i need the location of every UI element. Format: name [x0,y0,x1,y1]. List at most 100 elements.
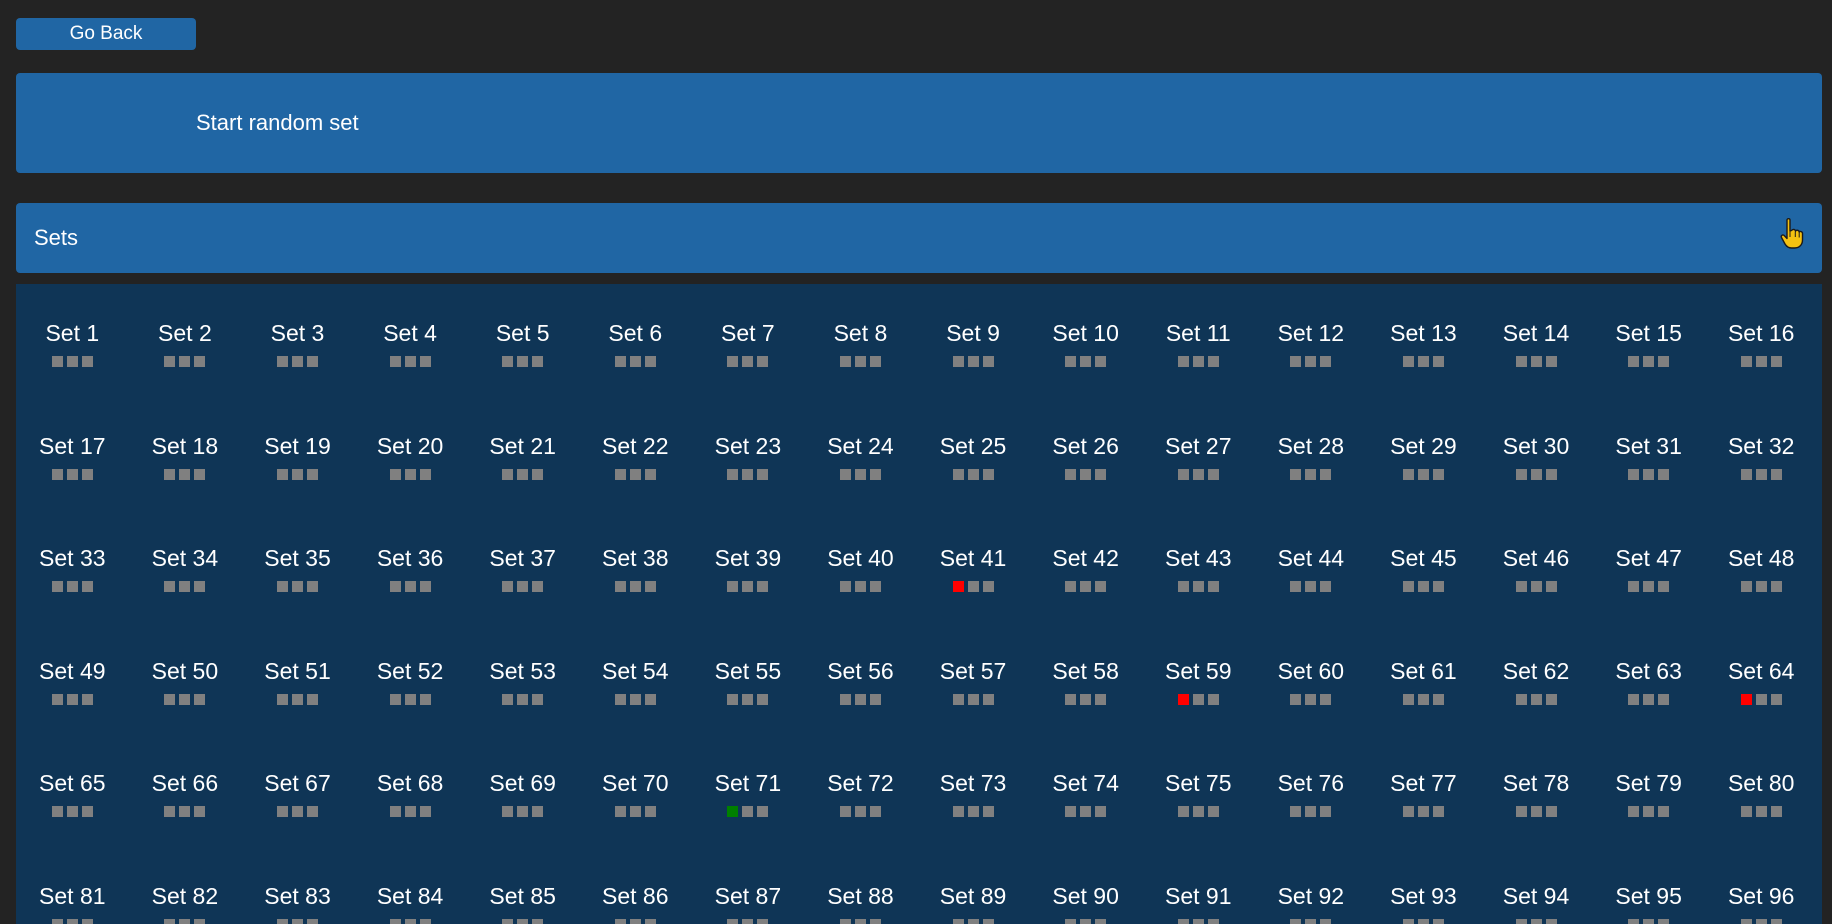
set-item[interactable]: Set 28 [1255,397,1368,510]
set-item[interactable]: Set 46 [1480,509,1593,622]
set-item[interactable]: Set 69 [466,734,579,847]
set-item[interactable]: Set 85 [466,847,579,924]
set-item[interactable]: Set 38 [579,509,692,622]
set-item[interactable]: Set 52 [354,622,467,735]
set-item[interactable]: Set 73 [917,734,1030,847]
set-item[interactable]: Set 40 [804,509,917,622]
set-item[interactable]: Set 79 [1592,734,1705,847]
set-item[interactable]: Set 23 [692,397,805,510]
set-item[interactable]: Set 72 [804,734,917,847]
set-item[interactable]: Set 84 [354,847,467,924]
set-item[interactable]: Set 51 [241,622,354,735]
set-item[interactable]: Set 87 [692,847,805,924]
set-item[interactable]: Set 54 [579,622,692,735]
set-item[interactable]: Set 21 [466,397,579,510]
set-item[interactable]: Set 13 [1367,284,1480,397]
set-item[interactable]: Set 71 [692,734,805,847]
set-item[interactable]: Set 43 [1142,509,1255,622]
set-item[interactable]: Set 96 [1705,847,1818,924]
set-item[interactable]: Set 1 [16,284,129,397]
set-item[interactable]: Set 15 [1592,284,1705,397]
set-item[interactable]: Set 10 [1029,284,1142,397]
set-item[interactable]: Set 50 [129,622,242,735]
set-item[interactable]: Set 47 [1592,509,1705,622]
set-item[interactable]: Set 59 [1142,622,1255,735]
set-item[interactable]: Set 4 [354,284,467,397]
set-item[interactable]: Set 95 [1592,847,1705,924]
set-item[interactable]: Set 93 [1367,847,1480,924]
set-item[interactable]: Set 86 [579,847,692,924]
set-progress-indicators [164,581,205,592]
start-random-set-button[interactable]: Start random set [16,73,1822,173]
set-item[interactable]: Set 63 [1592,622,1705,735]
set-item[interactable]: Set 53 [466,622,579,735]
set-item[interactable]: Set 20 [354,397,467,510]
set-item[interactable]: Set 18 [129,397,242,510]
set-item[interactable]: Set 65 [16,734,129,847]
set-item[interactable]: Set 5 [466,284,579,397]
set-item[interactable]: Set 90 [1029,847,1142,924]
set-item[interactable]: Set 49 [16,622,129,735]
set-item[interactable]: Set 30 [1480,397,1593,510]
set-item[interactable]: Set 14 [1480,284,1593,397]
set-item[interactable]: Set 32 [1705,397,1818,510]
set-item[interactable]: Set 94 [1480,847,1593,924]
set-item[interactable]: Set 88 [804,847,917,924]
set-item[interactable]: Set 67 [241,734,354,847]
set-item[interactable]: Set 29 [1367,397,1480,510]
set-item[interactable]: Set 60 [1255,622,1368,735]
set-item[interactable]: Set 9 [917,284,1030,397]
set-item[interactable]: Set 74 [1029,734,1142,847]
set-item[interactable]: Set 58 [1029,622,1142,735]
set-item[interactable]: Set 26 [1029,397,1142,510]
set-item[interactable]: Set 70 [579,734,692,847]
sets-section-header[interactable]: Sets [16,203,1822,273]
set-item[interactable]: Set 27 [1142,397,1255,510]
set-item[interactable]: Set 34 [129,509,242,622]
set-item[interactable]: Set 39 [692,509,805,622]
set-item[interactable]: Set 76 [1255,734,1368,847]
set-item[interactable]: Set 42 [1029,509,1142,622]
set-item[interactable]: Set 17 [16,397,129,510]
set-item[interactable]: Set 6 [579,284,692,397]
go-back-button[interactable]: Go Back [16,18,196,50]
set-item[interactable]: Set 45 [1367,509,1480,622]
set-item[interactable]: Set 81 [16,847,129,924]
set-item[interactable]: Set 61 [1367,622,1480,735]
set-item[interactable]: Set 68 [354,734,467,847]
set-item[interactable]: Set 25 [917,397,1030,510]
set-item[interactable]: Set 33 [16,509,129,622]
set-item[interactable]: Set 22 [579,397,692,510]
set-item[interactable]: Set 8 [804,284,917,397]
set-item[interactable]: Set 80 [1705,734,1818,847]
set-item[interactable]: Set 16 [1705,284,1818,397]
set-item[interactable]: Set 62 [1480,622,1593,735]
set-item[interactable]: Set 75 [1142,734,1255,847]
set-item[interactable]: Set 55 [692,622,805,735]
set-item[interactable]: Set 2 [129,284,242,397]
set-item[interactable]: Set 44 [1255,509,1368,622]
set-item[interactable]: Set 91 [1142,847,1255,924]
set-item[interactable]: Set 64 [1705,622,1818,735]
set-item[interactable]: Set 92 [1255,847,1368,924]
set-item[interactable]: Set 83 [241,847,354,924]
set-item[interactable]: Set 36 [354,509,467,622]
set-item[interactable]: Set 11 [1142,284,1255,397]
set-item[interactable]: Set 66 [129,734,242,847]
set-item[interactable]: Set 78 [1480,734,1593,847]
set-item[interactable]: Set 56 [804,622,917,735]
set-item[interactable]: Set 82 [129,847,242,924]
set-item[interactable]: Set 48 [1705,509,1818,622]
set-item[interactable]: Set 31 [1592,397,1705,510]
set-item[interactable]: Set 57 [917,622,1030,735]
set-item[interactable]: Set 3 [241,284,354,397]
set-item[interactable]: Set 41 [917,509,1030,622]
set-item[interactable]: Set 77 [1367,734,1480,847]
set-item[interactable]: Set 19 [241,397,354,510]
set-item[interactable]: Set 89 [917,847,1030,924]
set-item[interactable]: Set 37 [466,509,579,622]
set-item[interactable]: Set 7 [692,284,805,397]
set-item[interactable]: Set 24 [804,397,917,510]
set-item[interactable]: Set 35 [241,509,354,622]
set-item[interactable]: Set 12 [1255,284,1368,397]
